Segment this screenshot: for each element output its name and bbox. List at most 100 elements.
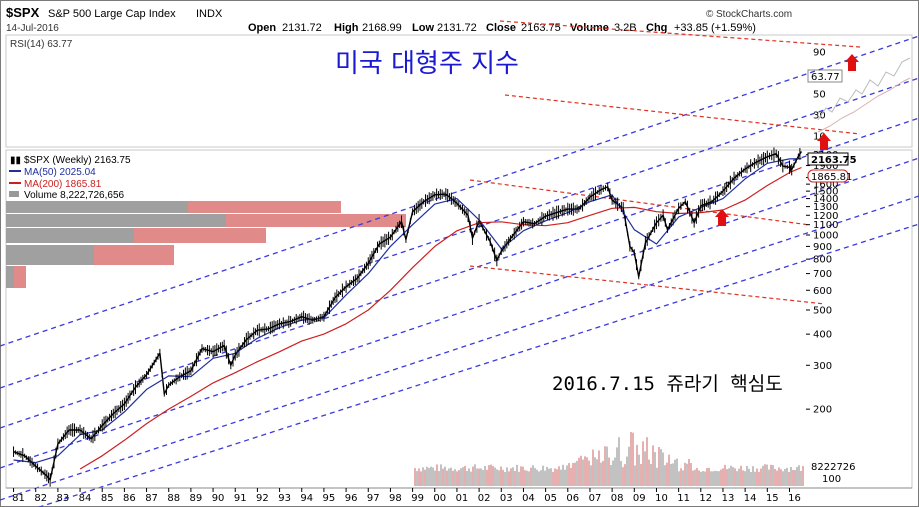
x-tick-label: 05 <box>544 493 557 504</box>
x-tick-label: 95 <box>323 493 336 504</box>
y-tick-label: 1400 <box>813 194 838 205</box>
rsi-trace-2 <box>817 77 911 133</box>
channel-line-red <box>469 179 811 226</box>
x-tick-label: 92 <box>256 493 269 504</box>
x-tick-label: 97 <box>367 493 380 504</box>
high-label: High <box>334 22 359 34</box>
x-tick-label: 04 <box>522 493 535 504</box>
y-tick-label: 1100 <box>813 220 838 231</box>
close-label: Close <box>486 22 516 34</box>
vbp-bar-red <box>226 214 406 227</box>
chg-label: Chg <box>646 22 667 34</box>
x-tick-label: 82 <box>34 493 47 504</box>
y-tick-label: 700 <box>813 269 832 280</box>
high-value: 2168.99 <box>362 22 402 34</box>
legend-price-icon: ▮▮ <box>10 155 21 166</box>
exchange-label: INDX <box>196 8 223 20</box>
chg-value: +33.85 (+1.59%) <box>674 22 756 34</box>
x-tick-label: 99 <box>411 493 424 504</box>
x-tick-label: 14 <box>744 493 757 504</box>
x-tick-label: 90 <box>212 493 225 504</box>
channel-line-blue <box>37 223 919 507</box>
series-layer <box>13 147 803 487</box>
vbp-bar-red <box>188 201 341 213</box>
volume-value: 3.2B <box>614 22 637 34</box>
legend-volume-swatch <box>9 191 19 197</box>
x-tick-label: 03 <box>500 493 513 504</box>
vbp-bar-red <box>134 228 266 243</box>
legend-volume: Volume 8,222,726,656 <box>24 190 125 201</box>
x-tick-label: 93 <box>278 493 291 504</box>
volume-bars <box>414 432 804 486</box>
x-tick-label: 84 <box>79 493 92 504</box>
rsi-tick-label: 30 <box>813 111 826 122</box>
date-label: 14-Jul-2016 <box>6 23 59 34</box>
rsi-value-text: 63.77 <box>811 72 840 83</box>
open-label: Open <box>248 22 276 34</box>
close-value: 2163.75 <box>521 22 561 34</box>
close-price-tag-text: 2163.75 <box>811 155 857 166</box>
y-tick-label: 800 <box>813 255 832 266</box>
vbp-bar-gray <box>6 245 94 265</box>
legend-ma50: MA(50) 2025.04 <box>24 167 96 178</box>
y-tick-label: 500 <box>813 306 832 317</box>
low-value: 2131.72 <box>437 22 477 34</box>
trend-channels <box>0 20 919 507</box>
x-tick-label: 00 <box>433 493 446 504</box>
korean-note: 2016.7.15 쥬라기 핵심도 <box>552 373 783 395</box>
legend-price: $SPX (Weekly) 2163.75 <box>24 155 131 166</box>
ma50-line <box>13 158 802 464</box>
y-tick-label: 1300 <box>813 202 838 213</box>
y-tick-label: 1500 <box>813 187 838 198</box>
vbp-bar-gray <box>6 228 134 243</box>
x-tick-label: 83 <box>57 493 70 504</box>
x-tick-label: 07 <box>589 493 602 504</box>
arrow-up-icon <box>845 54 859 71</box>
x-tick-label: 89 <box>190 493 203 504</box>
x-tick-label: 94 <box>300 493 313 504</box>
channel-line-red <box>504 94 861 135</box>
volume-tag-text: 8222726 <box>811 462 856 473</box>
low-label: Low <box>412 22 434 34</box>
rsi-tick-label: 90 <box>813 48 826 59</box>
x-tick-label: 13 <box>722 493 735 504</box>
y-tick-label: 200 <box>813 405 832 416</box>
brand-label: StockCharts.com <box>716 9 792 20</box>
x-tick-label: 10 <box>655 493 668 504</box>
legend: ▮▮ $SPX (Weekly) 2163.75 MA(50) 2025.04 … <box>9 155 131 201</box>
vbp-bar-gray <box>6 214 226 227</box>
legend-ma200: MA(200) 1865.81 <box>24 179 102 190</box>
rsi-panel <box>5 34 913 148</box>
x-tick-label: 98 <box>389 493 402 504</box>
y-tick-label: 1600 <box>813 180 838 191</box>
open-value: 2131.72 <box>282 22 322 34</box>
rsi-trace <box>817 57 911 121</box>
copyright-icon: © <box>706 9 714 20</box>
volume-tick-text: 100 <box>822 474 841 485</box>
x-tick-label: 06 <box>566 493 579 504</box>
y-tick-label: 600 <box>813 286 832 297</box>
arrow-up-icon <box>715 209 729 226</box>
x-tick-label: 15 <box>766 493 779 504</box>
vbp-bar-gray <box>6 266 14 288</box>
y-tick-label: 900 <box>813 242 832 253</box>
y-tick-label: 1200 <box>813 211 838 222</box>
rsi-tick-label: 50 <box>813 90 826 101</box>
y-tick-label: 1000 <box>813 231 838 242</box>
arrow-up-icon <box>817 133 831 150</box>
y-tick-label: 400 <box>813 330 832 341</box>
x-tick-label: 08 <box>611 493 624 504</box>
index-name: S&P 500 Large Cap Index <box>48 8 176 20</box>
x-tick-label: 02 <box>478 493 491 504</box>
annotation-arrows <box>715 54 859 226</box>
rsi-tick-label: 10 <box>813 132 826 143</box>
y-tick-label: 300 <box>813 361 832 372</box>
vbp-bar-gray <box>6 201 188 213</box>
close-price-tag <box>807 152 849 166</box>
x-tick-label: 91 <box>234 493 247 504</box>
volume-by-price <box>6 201 406 288</box>
rsi-value-tag <box>807 69 843 83</box>
x-tick-label: 87 <box>145 493 158 504</box>
x-tick-label: 85 <box>101 493 114 504</box>
